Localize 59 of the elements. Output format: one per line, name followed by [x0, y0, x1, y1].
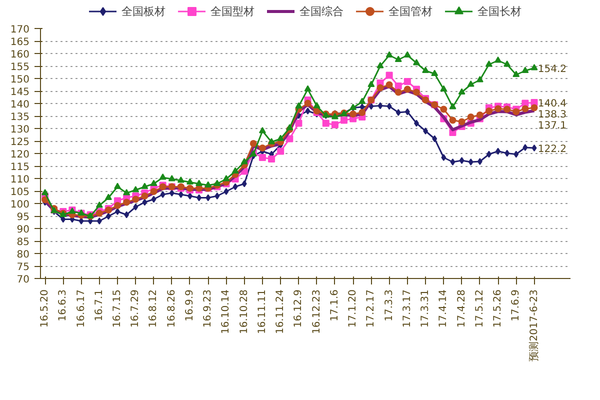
y-tick-label: 90 [16, 224, 30, 236]
legend-label: 全国板材 [122, 4, 166, 18]
x-tick-label: 16.8.26 [166, 289, 178, 328]
x-tick-label: 16.7.15 [112, 289, 124, 328]
x-tick-label: 16.10.28 [238, 290, 250, 334]
x-tick-label: 16.5.20 [40, 289, 51, 328]
x-tick-label: 17.4.28 [456, 289, 468, 328]
x-tick-label: 16.9.23 [202, 289, 214, 328]
x-tick-label: 16.11.24 [275, 290, 286, 334]
y-tick-label: 100 [10, 200, 30, 210]
y-tick-label: 95 [16, 212, 30, 223]
x-tick-label: 16.8.12 [148, 289, 160, 328]
x-tick-label: 预测2017-6-23 [528, 289, 540, 362]
y-tick-label: 155 [10, 62, 30, 73]
legend-label: 全国管材 [388, 4, 432, 18]
legend-label: 全国型材 [210, 4, 254, 18]
x-tick-label: 16.10.14 [220, 290, 232, 334]
annotation: 154.2 [538, 64, 567, 75]
y-tick-label: 70 [16, 274, 30, 286]
legend-label: 全国长材 [478, 4, 522, 18]
x-tick-label: 16.6.3 [58, 289, 69, 322]
x-tick-label: 16.6.17 [76, 289, 87, 328]
x-tick-label: 16.9.9 [184, 289, 196, 322]
x-tick-label: 17.5.12 [474, 289, 486, 328]
y-tick-label: 135 [10, 112, 30, 123]
y-tick-label: 80 [16, 250, 30, 260]
x-tick-label: 17.1.20 [348, 289, 359, 328]
annotation: 137.1 [538, 120, 567, 132]
x-tick-label: 17.4.14 [438, 289, 450, 328]
y-tick-label: 85 [16, 237, 30, 248]
annotation: 140.4 [538, 98, 567, 110]
legend-label: 全国综合 [300, 4, 344, 18]
y-tick-label: 120 [10, 150, 30, 160]
x-tick-label: 16.7.1 [94, 289, 105, 322]
annotation: 122.2 [538, 144, 567, 155]
y-tick-label: 130 [10, 124, 30, 136]
x-tick-label: 17.2.17 [366, 289, 377, 328]
y-tick-label: 115 [10, 162, 30, 173]
x-tick-label: 16.12.9 [293, 289, 304, 328]
y-tick-label: 150 [10, 74, 30, 86]
x-tick-label: 16.12.23 [311, 290, 322, 334]
x-tick-label: 16.11.11 [256, 290, 268, 334]
y-tick-label: 75 [16, 262, 30, 273]
x-tick-label: 17.5.26 [492, 289, 504, 328]
y-tick-label: 110 [10, 174, 30, 186]
y-tick-label: 160 [10, 50, 30, 60]
x-tick-label: 16.7.29 [130, 289, 142, 328]
y-tick-label: 165 [10, 37, 30, 48]
x-tick-label: 17.1.6 [329, 289, 340, 322]
y-tick-label: 125 [10, 137, 30, 148]
y-tick-label: 145 [10, 87, 30, 98]
y-tick-label: 105 [10, 187, 30, 198]
y-tick-label: 170 [10, 24, 30, 36]
x-tick-label: 17.3.31 [420, 289, 432, 328]
x-tick-label: 17.3.17 [402, 289, 413, 328]
y-tick-label: 140 [10, 100, 30, 110]
x-tick-label: 17.3.3 [384, 289, 395, 322]
x-tick-label: 17.6.9 [510, 289, 522, 322]
annotation: 138.3 [538, 110, 567, 120]
